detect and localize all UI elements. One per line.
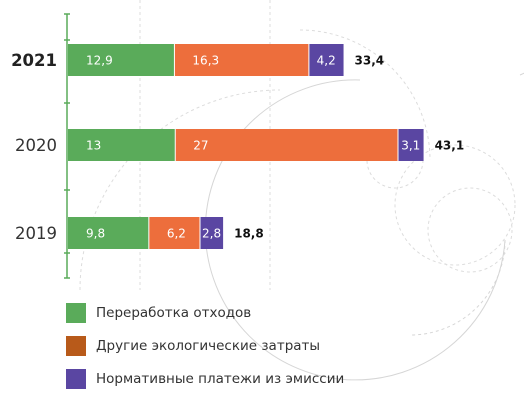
total-label-2020: 43,1 xyxy=(435,139,465,153)
data-label-2019-2: 6,2 xyxy=(167,227,186,241)
data-label-2020-1: 13 xyxy=(86,139,101,153)
category-label-2020: 2020 xyxy=(15,136,57,155)
bar-segment-2020-3 xyxy=(398,129,424,161)
bar-segment-2019-3 xyxy=(200,217,224,249)
legend-item-1: Переработка отходов xyxy=(66,296,344,329)
legend: Переработка отходов Другие экологические … xyxy=(66,296,344,395)
y-axis xyxy=(64,13,70,279)
legend-swatch xyxy=(66,368,86,389)
legend-swatch xyxy=(66,335,86,356)
legend-item-2: Другие экологические затраты xyxy=(66,329,344,362)
data-label-2019-1: 9,8 xyxy=(86,227,105,241)
total-label-2021: 33,4 xyxy=(355,54,385,68)
data-label-2021-2: 16,3 xyxy=(192,54,219,68)
bar-segment-2019-2 xyxy=(148,217,200,249)
category-label-2019: 2019 xyxy=(15,224,57,243)
bar-segment-2019-1 xyxy=(68,217,149,249)
bar-segment-2020-2 xyxy=(175,129,398,161)
legend-swatch xyxy=(66,302,86,323)
data-label-2021-3: 4,2 xyxy=(317,54,336,68)
total-label-2019: 18,8 xyxy=(234,227,264,241)
bar-segment-2021-3 xyxy=(308,44,344,76)
bar-segment-2021-1 xyxy=(68,44,175,76)
data-label-2020-3: 3,1 xyxy=(401,139,420,153)
legend-label: Переработка отходов xyxy=(96,304,252,321)
legend-item-3: Нормативные платежи из эмиссии xyxy=(66,362,344,395)
legend-label: Нормативные платежи из эмиссии xyxy=(96,370,345,387)
data-label-2020-2: 27 xyxy=(193,139,208,153)
data-label-2019-3: 2,8 xyxy=(202,227,221,241)
bar-segment-2021-2 xyxy=(174,44,309,76)
bar-segment-2020-1 xyxy=(68,129,176,161)
category-label-2021: 2021 xyxy=(11,51,57,70)
data-label-2021-1: 12,9 xyxy=(86,54,113,68)
labels-group: 2021 12,9 16,3 4,2 33,4 2020 13 27 3,1 43,1 2019 9,… xyxy=(11,51,464,243)
bars-group xyxy=(68,44,424,249)
legend-label: Другие экологические затраты xyxy=(96,337,321,354)
